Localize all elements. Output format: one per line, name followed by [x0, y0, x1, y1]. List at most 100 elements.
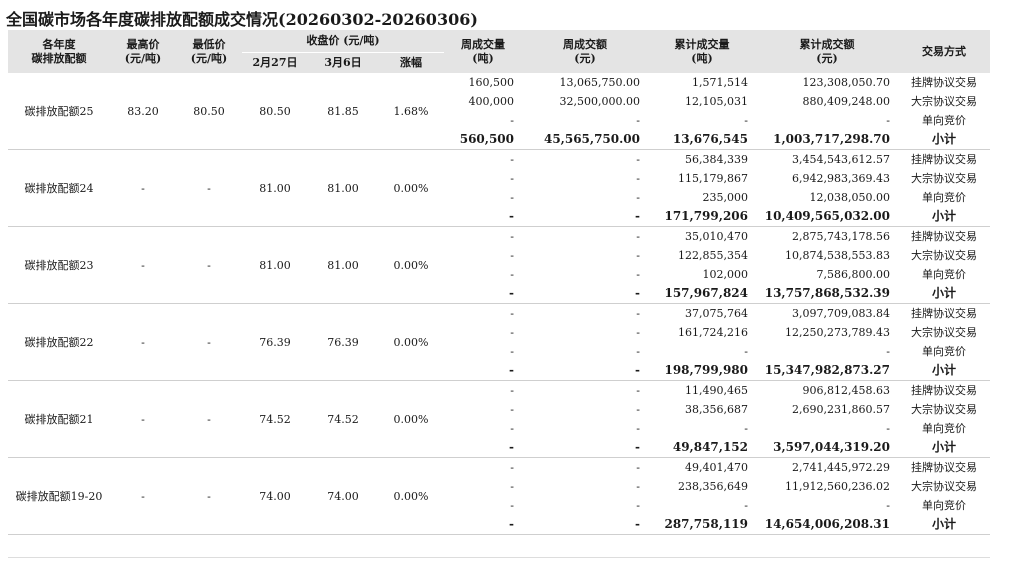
- cum-amount: 2,875,743,178.56: [792, 230, 890, 243]
- close-prev: 81.00: [242, 149, 308, 227]
- week-volume: -: [510, 326, 514, 339]
- week-volume: 400,000: [468, 95, 515, 108]
- week-volume: -: [510, 461, 514, 474]
- product-name: 碳排放配额21: [8, 380, 110, 458]
- trade-mode: 大宗协议交易: [911, 249, 977, 262]
- cum-amount: 12,038,050.00: [809, 191, 890, 204]
- week-amount: -: [522, 515, 648, 535]
- trade-mode: 单向竞价: [922, 114, 966, 127]
- week-amount: -: [636, 422, 640, 435]
- header-cum-volume: 累计成交量 (吨): [648, 30, 756, 73]
- trade-mode: 挂牌协议交易: [911, 461, 977, 474]
- header-low-price: 最低价 (元/吨): [176, 30, 242, 73]
- subtotal-row: - -171,799,206 10,409,565,032.00 小计: [8, 207, 990, 227]
- cum-amount: 3,454,543,612.57: [792, 153, 890, 166]
- table-row: - - 38,356,687 2,690,231,860.57 大宗协议交易: [8, 400, 990, 419]
- week-amount: -: [522, 207, 648, 227]
- close-curr: 74.52: [308, 380, 378, 458]
- cum-volume: 287,758,119: [648, 515, 756, 535]
- week-amount: -: [636, 249, 640, 262]
- cum-volume: 238,356,649: [678, 480, 748, 493]
- cum-volume: 198,799,980: [648, 361, 756, 381]
- cum-amount: 1,003,717,298.70: [756, 130, 898, 150]
- product-name: 碳排放配额23: [8, 226, 110, 304]
- week-volume: -: [510, 268, 514, 281]
- subtotal-row: - -157,967,824 13,757,868,532.39 小计: [8, 284, 990, 304]
- bottom-rule: [8, 557, 990, 558]
- trade-mode: 大宗协议交易: [911, 403, 977, 416]
- close-curr: 81.00: [308, 226, 378, 304]
- header-change: 涨幅: [378, 52, 444, 73]
- product-name: 碳排放配额24: [8, 149, 110, 227]
- close-curr: 76.39: [308, 303, 378, 381]
- cum-volume: 56,384,339: [685, 153, 748, 166]
- trade-mode: 大宗协议交易: [911, 172, 977, 185]
- cum-amount: -: [886, 345, 890, 358]
- cum-amount: 7,586,800.00: [816, 268, 890, 281]
- week-amount: -: [636, 153, 640, 166]
- week-amount: -: [522, 361, 648, 381]
- change-pct: 1.68%: [378, 73, 444, 150]
- close-curr: 74.00: [308, 457, 378, 535]
- cum-volume: 122,855,354: [678, 249, 748, 262]
- trade-mode: 挂牌协议交易: [911, 307, 977, 320]
- trade-mode: 小计: [898, 207, 990, 227]
- trade-mode: 挂牌协议交易: [911, 384, 977, 397]
- cum-amount: 123,308,050.70: [802, 76, 890, 89]
- close-prev: 74.52: [242, 380, 308, 458]
- week-amount: -: [522, 284, 648, 304]
- table-row: - - - - 单向竞价: [8, 111, 990, 130]
- cum-amount: 15,347,982,873.27: [756, 361, 898, 381]
- header-week-amount: 周成交额 (元): [522, 30, 648, 73]
- week-volume: -: [510, 345, 514, 358]
- high-price: -: [110, 380, 176, 458]
- week-volume: -: [510, 499, 514, 512]
- table-row: - - 115,179,867 6,942,983,369.43 大宗协议交易: [8, 169, 990, 188]
- cum-volume: 13,676,545: [648, 130, 756, 150]
- trade-mode: 小计: [898, 130, 990, 150]
- table-body: 碳排放配额25 83.20 80.50 80.50 81.85 1.68% 160,500 1…: [8, 73, 990, 535]
- week-volume: -: [444, 207, 522, 227]
- cum-volume: -: [744, 114, 748, 127]
- week-volume: -: [444, 361, 522, 381]
- trade-mode: 小计: [898, 361, 990, 381]
- cum-amount: 13,757,868,532.39: [756, 284, 898, 304]
- close-prev: 74.00: [242, 457, 308, 535]
- trade-mode: 单向竞价: [922, 499, 966, 512]
- trade-mode: 挂牌协议交易: [911, 76, 977, 89]
- header-close-prev: 2月27日: [242, 52, 308, 73]
- week-volume: -: [510, 307, 514, 320]
- close-prev: 81.00: [242, 226, 308, 304]
- week-volume: -: [510, 153, 514, 166]
- cum-volume: 38,356,687: [685, 403, 748, 416]
- week-amount: -: [636, 499, 640, 512]
- cum-amount: -: [886, 114, 890, 127]
- low-price: -: [176, 457, 242, 535]
- cum-volume: -: [744, 422, 748, 435]
- subtotal-row: - -198,799,980 15,347,982,873.27 小计: [8, 361, 990, 381]
- page-title: 全国碳市场各年度碳排放配额成交情况(20260302-20260306): [6, 10, 478, 29]
- subtotal-row: - -49,847,152 3,597,044,319.20 小计: [8, 438, 990, 458]
- trade-mode: 大宗协议交易: [911, 95, 977, 108]
- cum-volume: -: [744, 345, 748, 358]
- subtotal-row: 560,500 45,565,750.00 13,676,545 1,003,717,…: [8, 130, 990, 150]
- low-price: -: [176, 303, 242, 381]
- week-volume: -: [510, 230, 514, 243]
- table-row: - - - - 单向竞价: [8, 342, 990, 361]
- week-amount: -: [636, 403, 640, 416]
- table-row: - - 102,000 7,586,800.00 单向竞价: [8, 265, 990, 284]
- subtotal-row: - -287,758,119 14,654,006,208.31 小计: [8, 515, 990, 535]
- close-prev: 76.39: [242, 303, 308, 381]
- high-price: -: [110, 303, 176, 381]
- cum-amount: 11,912,560,236.02: [785, 480, 890, 493]
- cum-amount: 6,942,983,369.43: [792, 172, 890, 185]
- header-close-price: 收盘价 (元/吨): [242, 30, 444, 53]
- week-volume: -: [444, 284, 522, 304]
- table-row: - - 238,356,649 11,912,560,236.02 大宗协议交易: [8, 477, 990, 496]
- low-price: 80.50: [176, 73, 242, 150]
- trade-mode: 挂牌协议交易: [911, 153, 977, 166]
- cum-amount: 14,654,006,208.31: [756, 515, 898, 535]
- week-volume: -: [510, 191, 514, 204]
- trade-mode: 单向竞价: [922, 268, 966, 281]
- cum-amount: -: [886, 422, 890, 435]
